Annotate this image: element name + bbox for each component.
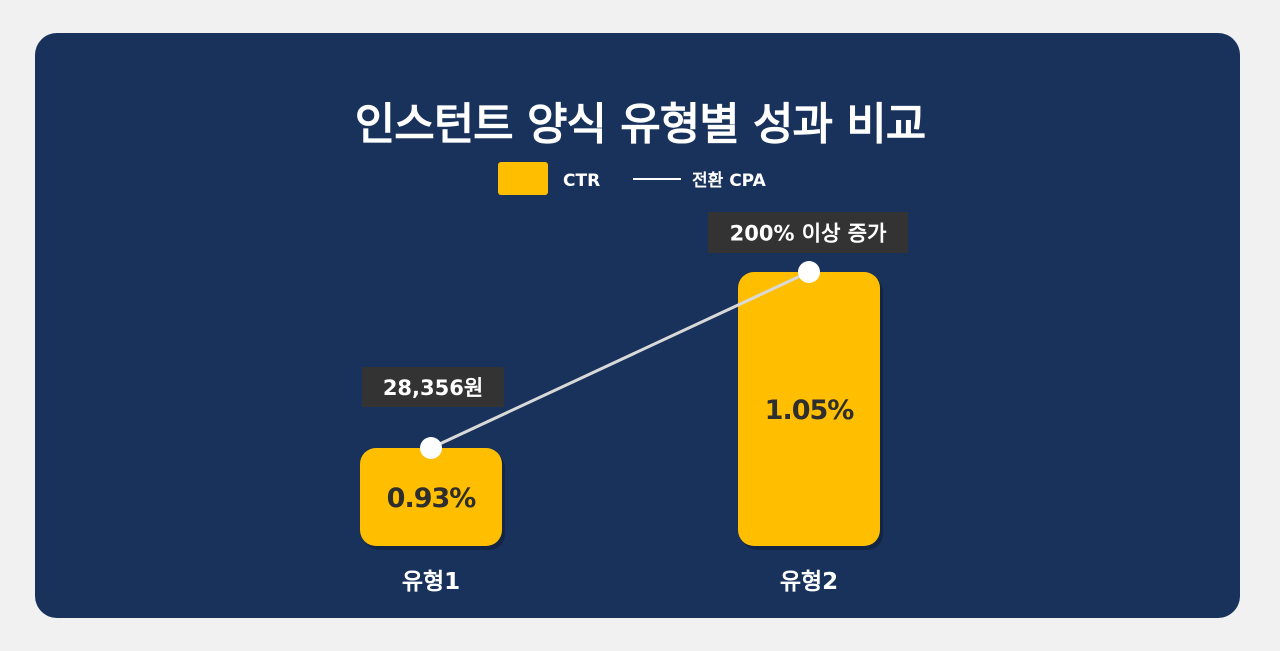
legend-label-cpa: 전환 CPA	[692, 171, 767, 191]
bar-value-label-1: 0.93%	[387, 483, 477, 514]
legend-label-ctr: CTR	[563, 171, 600, 191]
cpa-line	[430, 270, 810, 450]
cpa-annotation-box-1	[362, 367, 504, 407]
cpa-annotation-label-2: 200% 이상 증가	[730, 222, 887, 246]
chart-card	[35, 33, 1240, 618]
category-label-2: 유형2	[780, 569, 838, 595]
legend-swatch-ctr	[498, 162, 548, 195]
cpa-annotation-label-1: 28,356원	[383, 376, 483, 400]
bar-value-label-2: 1.05%	[765, 395, 855, 426]
cpa-point-2	[798, 261, 820, 283]
bar-ctr-1	[360, 448, 502, 546]
bar-ctr-2	[738, 272, 880, 546]
cpa-annotation-box-2	[708, 212, 908, 253]
chart-title: 인스턴트 양식 유형별 성과 비교	[354, 99, 927, 150]
cpa-point-1	[420, 437, 442, 459]
category-label-1: 유형1	[402, 569, 460, 595]
